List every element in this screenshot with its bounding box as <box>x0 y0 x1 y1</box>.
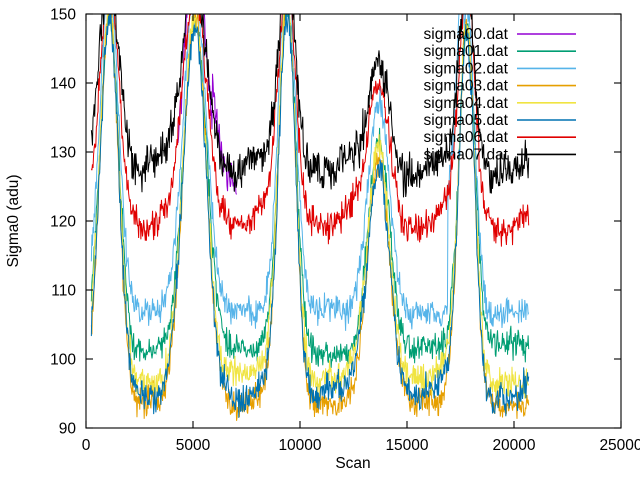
x-tick-label: 5000 <box>176 437 211 454</box>
x-tick-label: 0 <box>82 437 91 454</box>
legend-label-sigma06: sigma06.dat <box>424 129 509 146</box>
y-tick-label: 120 <box>50 214 76 231</box>
y-tick-label: 90 <box>59 421 77 438</box>
series-line-sigma02 <box>90 14 530 331</box>
y-tick-label: 100 <box>50 352 76 369</box>
x-tick-label: 20000 <box>492 437 535 454</box>
series-layer <box>90 14 530 421</box>
legend-layer: sigma00.datsigma01.datsigma02.datsigma03… <box>424 26 576 163</box>
series-line-sigma06 <box>90 14 530 247</box>
x-axis-title: Scan <box>335 455 370 472</box>
legend-label-sigma03: sigma03.dat <box>424 78 509 95</box>
y-tick-label: 130 <box>50 145 76 162</box>
legend-label-sigma07: sigma07.dat <box>424 146 509 163</box>
legend-label-sigma04: sigma04.dat <box>424 95 509 112</box>
ticks-layer: 90 100 110 120 130 140 150 0 5000 10000 15000 20000… <box>50 7 640 455</box>
series-line-sigma05 <box>90 14 530 418</box>
series-line-sigma04 <box>90 14 530 400</box>
x-tick-label: 25000 <box>599 437 640 454</box>
series-line-sigma07 <box>90 14 530 198</box>
y-axis-title: Sigma0 (adu) <box>5 174 22 267</box>
legend-label-sigma02: sigma02.dat <box>424 60 509 77</box>
legend-label-sigma01: sigma01.dat <box>424 43 509 60</box>
legend-label-sigma05: sigma05.dat <box>424 112 509 129</box>
x-tick-label: 15000 <box>385 437 428 454</box>
x-tick-label: 10000 <box>278 437 321 454</box>
y-tick-label: 140 <box>50 76 76 93</box>
y-tick-label: 150 <box>50 7 76 24</box>
y-tick-label: 110 <box>51 283 76 300</box>
legend-label-sigma00: sigma00.dat <box>424 26 509 43</box>
